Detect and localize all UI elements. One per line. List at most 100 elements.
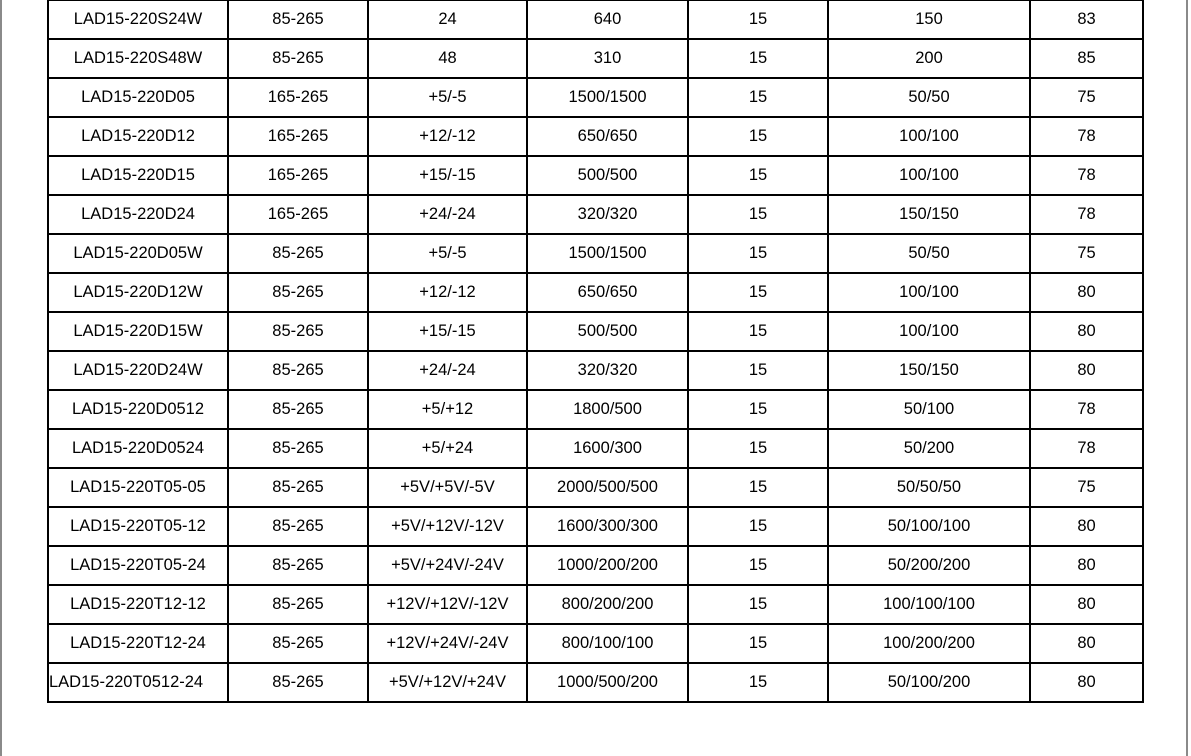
cell-model: LAD15-220S24W [47,0,229,40]
cell-model: LAD15-220T05-12 [47,506,229,547]
cell-power: 15 [687,350,829,391]
cell-output-current: 1600/300/300 [526,506,689,547]
table-row: LAD15-220T05-05 85-265 +5V/+5V/-5V 2000/500… [47,467,1144,508]
cell-power: 15 [687,506,829,547]
cell-output-current: 800/200/200 [526,584,689,625]
cell-model: LAD15-220D12W [47,272,229,313]
cell-model: LAD15-220D24 [47,194,229,235]
product-spec-table: LAD15-220S24W 85-265 24 640 15 150 83 LAD15-220… [47,0,1144,703]
cell-output-current: 1600/300 [526,428,689,469]
cell-output-current: 640 [526,0,689,40]
cell-efficiency: 78 [1029,116,1144,157]
cell-efficiency: 78 [1029,428,1144,469]
cell-efficiency: 75 [1029,233,1144,274]
cell-power: 15 [687,77,829,118]
cell-efficiency: 75 [1029,467,1144,508]
cell-efficiency: 75 [1029,77,1144,118]
table-row: LAD15-220D12 165-265 +12/-12 650/650 15 100/1… [47,116,1144,157]
cell-efficiency: 78 [1029,155,1144,196]
cell-input-voltage: 85-265 [227,311,369,352]
cell-input-voltage: 85-265 [227,38,369,79]
cell-efficiency: 80 [1029,272,1144,313]
cell-input-voltage: 165-265 [227,155,369,196]
cell-output-voltage: +5/-5 [367,233,528,274]
cell-model: LAD15-220D15W [47,311,229,352]
cell-power: 15 [687,0,829,40]
cell-output-voltage: +5/+24 [367,428,528,469]
cell-model: LAD15-220D0524 [47,428,229,469]
cell-power: 15 [687,155,829,196]
cell-output-current: 800/100/100 [526,623,689,664]
cell-output-voltage: +12/-12 [367,116,528,157]
cell-output-current: 650/650 [526,116,689,157]
cell-model: LAD15-220D05 [47,77,229,118]
cell-capacitive-load: 100/100 [827,116,1031,157]
cell-model: LAD15-220T12-24 [47,623,229,664]
cell-capacitive-load: 50/50 [827,233,1031,274]
table-row: LAD15-220T12-24 85-265 +12V/+24V/-24V 800/1… [47,623,1144,664]
cell-input-voltage: 85-265 [227,272,369,313]
cell-output-current: 1800/500 [526,389,689,430]
cell-output-current: 1000/500/200 [526,662,689,703]
cell-output-current: 650/650 [526,272,689,313]
cell-capacitive-load: 50/100 [827,389,1031,430]
cell-capacitive-load: 50/200 [827,428,1031,469]
cell-efficiency: 78 [1029,194,1144,235]
cell-power: 15 [687,38,829,79]
cell-power: 15 [687,428,829,469]
cell-output-voltage: +5V/+5V/-5V [367,467,528,508]
cell-model: LAD15-220D15 [47,155,229,196]
cell-output-current: 1500/1500 [526,233,689,274]
cell-capacitive-load: 100/200/200 [827,623,1031,664]
table-row: LAD15-220D15W 85-265 +15/-15 500/500 15 100/1… [47,311,1144,352]
table-row: LAD15-220D05W 85-265 +5/-5 1500/1500 15 50/50… [47,233,1144,274]
cell-power: 15 [687,194,829,235]
cell-efficiency: 80 [1029,623,1144,664]
cell-power: 15 [687,545,829,586]
cell-power: 15 [687,389,829,430]
page-edge-left [0,0,2,756]
cell-capacitive-load: 100/100 [827,272,1031,313]
cell-input-voltage: 85-265 [227,428,369,469]
cell-input-voltage: 165-265 [227,194,369,235]
cell-model: LAD15-220D24W [47,350,229,391]
cell-model: LAD15-220D12 [47,116,229,157]
cell-capacitive-load: 50/100/100 [827,506,1031,547]
cell-power: 15 [687,311,829,352]
table-row: LAD15-220T05-12 85-265 +5V/+12V/-12V 1600/3… [47,506,1144,547]
table-row: LAD15-220T12-12 85-265 +12V/+12V/-12V 800/2… [47,584,1144,625]
table-row: LAD15-220T05-24 85-265 +5V/+24V/-24V 1000/2… [47,545,1144,586]
cell-power: 15 [687,623,829,664]
cell-capacitive-load: 100/100 [827,155,1031,196]
cell-power: 15 [687,467,829,508]
cell-output-voltage: +15/-15 [367,311,528,352]
cell-input-voltage: 85-265 [227,623,369,664]
cell-input-voltage: 85-265 [227,545,369,586]
cell-output-current: 320/320 [526,194,689,235]
cell-power: 15 [687,584,829,625]
cell-power: 15 [687,116,829,157]
table-row: LAD15-220S24W 85-265 24 640 15 150 83 [47,0,1144,40]
page-edge-right [1186,0,1188,756]
cell-model: LAD15-220D0512 [47,389,229,430]
cell-efficiency: 80 [1029,506,1144,547]
cell-capacitive-load: 150/150 [827,194,1031,235]
table-row: LAD15-220D0524 85-265 +5/+24 1600/300 15 50/2… [47,428,1144,469]
cell-output-voltage: +24/-24 [367,194,528,235]
cell-capacitive-load: 50/200/200 [827,545,1031,586]
cell-efficiency: 80 [1029,545,1144,586]
cell-output-voltage: +24/-24 [367,350,528,391]
cell-input-voltage: 85-265 [227,350,369,391]
cell-model: LAD15-220T0512-24 [47,662,229,703]
table-row: LAD15-220T0512-24 85-265 +5V/+12V/+24V 1000… [47,662,1144,703]
table-row: LAD15-220D15 165-265 +15/-15 500/500 15 100/1… [47,155,1144,196]
table-row: LAD15-220D24W 85-265 +24/-24 320/320 15 150/1… [47,350,1144,391]
cell-output-current: 320/320 [526,350,689,391]
cell-efficiency: 80 [1029,584,1144,625]
table-row: LAD15-220D24 165-265 +24/-24 320/320 15 150/1… [47,194,1144,235]
cell-output-voltage: +12V/+24V/-24V [367,623,528,664]
table-row: LAD15-220S48W 85-265 48 310 15 200 85 [47,38,1144,79]
cell-output-current: 310 [526,38,689,79]
cell-efficiency: 78 [1029,389,1144,430]
cell-power: 15 [687,662,829,703]
